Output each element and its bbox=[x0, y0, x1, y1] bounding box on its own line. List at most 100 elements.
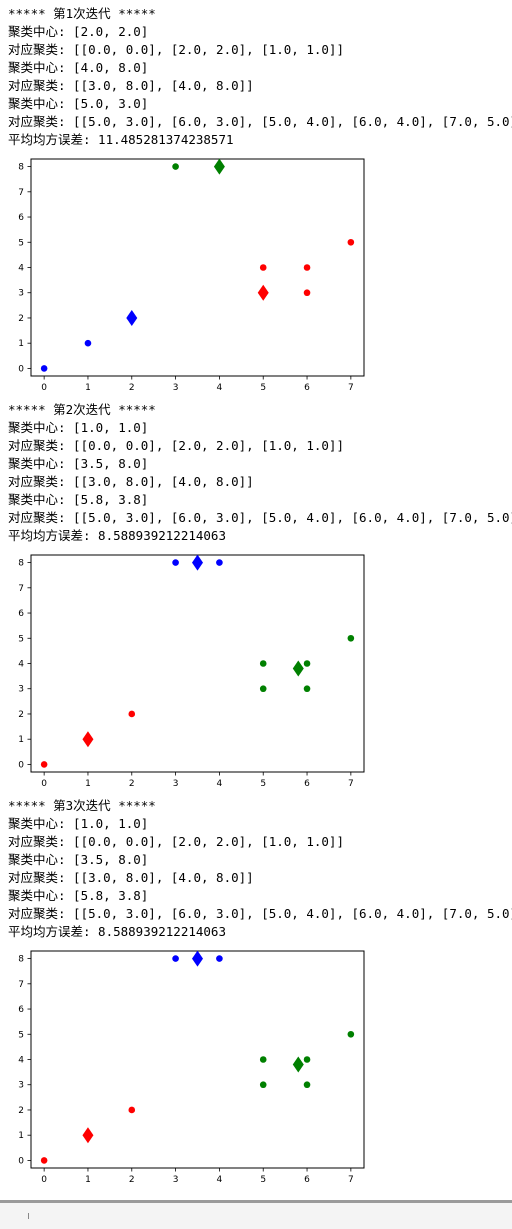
x-tick-label: 2 bbox=[129, 1175, 135, 1185]
mean-squared-error-line: 平均均方误差: 8.588939212214063 bbox=[8, 924, 226, 939]
data-point bbox=[347, 1030, 355, 1038]
data-point bbox=[303, 264, 311, 271]
cluster-members-line: 对应聚类: [[3.0, 8.0], [4.0, 8.0]] bbox=[8, 870, 254, 885]
data-point bbox=[303, 1081, 311, 1089]
plot-frame bbox=[30, 554, 365, 773]
data-point bbox=[172, 955, 179, 962]
mean-squared-error-line: 平均均方误差: 11.485281374238571 bbox=[8, 132, 234, 147]
y-tick-label: 4 bbox=[18, 660, 24, 670]
x-tick-label: 4 bbox=[217, 1175, 223, 1185]
y-tick-label: 0 bbox=[18, 760, 24, 770]
mean-squared-error-line: 平均均方误差: 8.588939212214063 bbox=[8, 528, 226, 543]
data-point bbox=[259, 1056, 267, 1063]
y-tick-label: 2 bbox=[18, 710, 24, 720]
cluster-center-marker bbox=[82, 1127, 94, 1144]
data-point bbox=[303, 1056, 311, 1063]
x-tick-label: 6 bbox=[304, 383, 310, 393]
plot-frame bbox=[30, 158, 365, 377]
x-tick-label: 5 bbox=[260, 779, 266, 789]
data-point bbox=[40, 761, 48, 768]
y-tick-label: 3 bbox=[18, 1081, 24, 1091]
x-tick-label: 1 bbox=[85, 383, 91, 393]
resize-handle-icon[interactable] bbox=[28, 1213, 35, 1219]
x-tick-label: 5 bbox=[260, 1175, 266, 1185]
y-tick-label: 5 bbox=[18, 634, 24, 644]
x-tick-label: 0 bbox=[41, 779, 47, 789]
iteration-block-3: ***** 第3次迭代 ***** 聚类中心: [1.0, 1.0] 对应聚类:… bbox=[0, 792, 512, 1188]
y-tick-label: 3 bbox=[18, 289, 24, 299]
cluster-center-line: 聚类中心: [5.0, 3.0] bbox=[8, 96, 149, 111]
cluster-members-line: 对应聚类: [[0.0, 0.0], [2.0, 2.0], [1.0, 1.0… bbox=[8, 438, 344, 453]
data-point bbox=[216, 559, 223, 566]
cluster-center-marker bbox=[257, 284, 269, 301]
y-tick-label: 2 bbox=[18, 314, 24, 324]
y-tick-label: 4 bbox=[18, 264, 24, 274]
iteration-header: ***** 第3次迭代 ***** bbox=[8, 798, 156, 813]
x-tick-label: 5 bbox=[260, 383, 266, 393]
x-tick-label: 3 bbox=[173, 1175, 179, 1185]
y-tick-label: 5 bbox=[18, 238, 24, 248]
cluster-center-line: 聚类中心: [5.8, 3.8] bbox=[8, 492, 149, 507]
cluster-members-line: 对应聚类: [[5.0, 3.0], [6.0, 3.0], [5.0, 4.0… bbox=[8, 906, 512, 921]
data-point bbox=[84, 339, 92, 347]
data-point bbox=[259, 660, 267, 667]
cluster-center-line: 聚类中心: [1.0, 1.0] bbox=[8, 420, 149, 435]
x-tick-label: 1 bbox=[85, 1175, 91, 1185]
x-tick-label: 3 bbox=[173, 779, 179, 789]
x-tick-label: 2 bbox=[129, 779, 135, 789]
y-tick-label: 8 bbox=[18, 955, 24, 965]
scatter-plot-2: 0 1 2 3 4 5 6 7 0 1 2 3 4 5 6 7 8 bbox=[18, 554, 365, 789]
iteration-header: ***** 第2次迭代 ***** bbox=[8, 402, 156, 417]
y-tick-label: 6 bbox=[18, 609, 24, 619]
y-tick-label: 4 bbox=[18, 1056, 24, 1066]
cluster-center-marker bbox=[192, 950, 203, 967]
x-tick-label: 0 bbox=[41, 1175, 47, 1185]
cluster-members-line: 对应聚类: [[0.0, 0.0], [2.0, 2.0], [1.0, 1.0… bbox=[8, 834, 344, 849]
x-tick-label: 4 bbox=[217, 383, 223, 393]
data-point bbox=[259, 264, 267, 271]
plot-frame bbox=[30, 950, 365, 1169]
x-tick-label: 1 bbox=[85, 779, 91, 789]
y-tick-label: 1 bbox=[18, 735, 24, 745]
cluster-center-line: 聚类中心: [1.0, 1.0] bbox=[8, 816, 149, 831]
y-tick-label: 1 bbox=[18, 339, 24, 349]
x-tick-label: 7 bbox=[348, 383, 354, 393]
y-tick-label: 7 bbox=[18, 980, 24, 990]
y-tick-label: 7 bbox=[18, 188, 24, 198]
x-tick-label: 4 bbox=[217, 779, 223, 789]
scatter-plot-3: 0 1 2 3 4 5 6 7 0 1 2 3 4 5 6 7 8 bbox=[18, 950, 365, 1185]
y-tick-label: 0 bbox=[18, 364, 24, 374]
data-point bbox=[303, 660, 311, 667]
cluster-center-line: 聚类中心: [5.8, 3.8] bbox=[8, 888, 149, 903]
iteration-block-2: ***** 第2次迭代 ***** 聚类中心: [1.0, 1.0] 对应聚类:… bbox=[0, 396, 512, 792]
iteration-block-1: ***** 第1次迭代 ***** 聚类中心: [2.0, 2.0] 对应聚类:… bbox=[0, 0, 512, 396]
y-tick-label: 8 bbox=[18, 163, 24, 173]
y-tick-label: 3 bbox=[18, 685, 24, 695]
x-tick-label: 6 bbox=[304, 779, 310, 789]
x-tick-label: 3 bbox=[173, 383, 179, 393]
output-panel-scrollbar[interactable] bbox=[0, 1200, 512, 1229]
scatter-plot-1: 0 1 2 3 4 5 6 7 0 1 2 3 4 5 6 7 8 bbox=[18, 158, 365, 393]
cluster-center-line: 聚类中心: [3.5, 8.0] bbox=[8, 852, 149, 867]
data-point bbox=[259, 685, 267, 693]
data-point bbox=[128, 710, 136, 718]
cluster-center-marker bbox=[192, 554, 203, 571]
x-tick-label: 2 bbox=[129, 383, 135, 393]
data-point bbox=[347, 634, 355, 642]
y-tick-label: 0 bbox=[18, 1156, 24, 1166]
cluster-center-line: 聚类中心: [2.0, 2.0] bbox=[8, 24, 149, 39]
data-point bbox=[259, 1081, 267, 1089]
x-tick-label: 7 bbox=[348, 1175, 354, 1185]
iteration-header: ***** 第1次迭代 ***** bbox=[8, 6, 156, 21]
y-tick-label: 7 bbox=[18, 584, 24, 594]
cluster-members-line: 对应聚类: [[5.0, 3.0], [6.0, 3.0], [5.0, 4.0… bbox=[8, 114, 512, 129]
x-tick-label: 6 bbox=[304, 1175, 310, 1185]
cluster-members-line: 对应聚类: [[5.0, 3.0], [6.0, 3.0], [5.0, 4.0… bbox=[8, 510, 512, 525]
y-tick-label: 5 bbox=[18, 1030, 24, 1040]
cluster-center-marker bbox=[292, 1056, 304, 1073]
y-tick-label: 6 bbox=[18, 213, 24, 223]
cluster-members-line: 对应聚类: [[0.0, 0.0], [2.0, 2.0], [1.0, 1.0… bbox=[8, 42, 344, 57]
y-tick-label: 6 bbox=[18, 1005, 24, 1015]
cluster-center-marker bbox=[292, 660, 304, 677]
cluster-center-marker bbox=[82, 731, 94, 748]
